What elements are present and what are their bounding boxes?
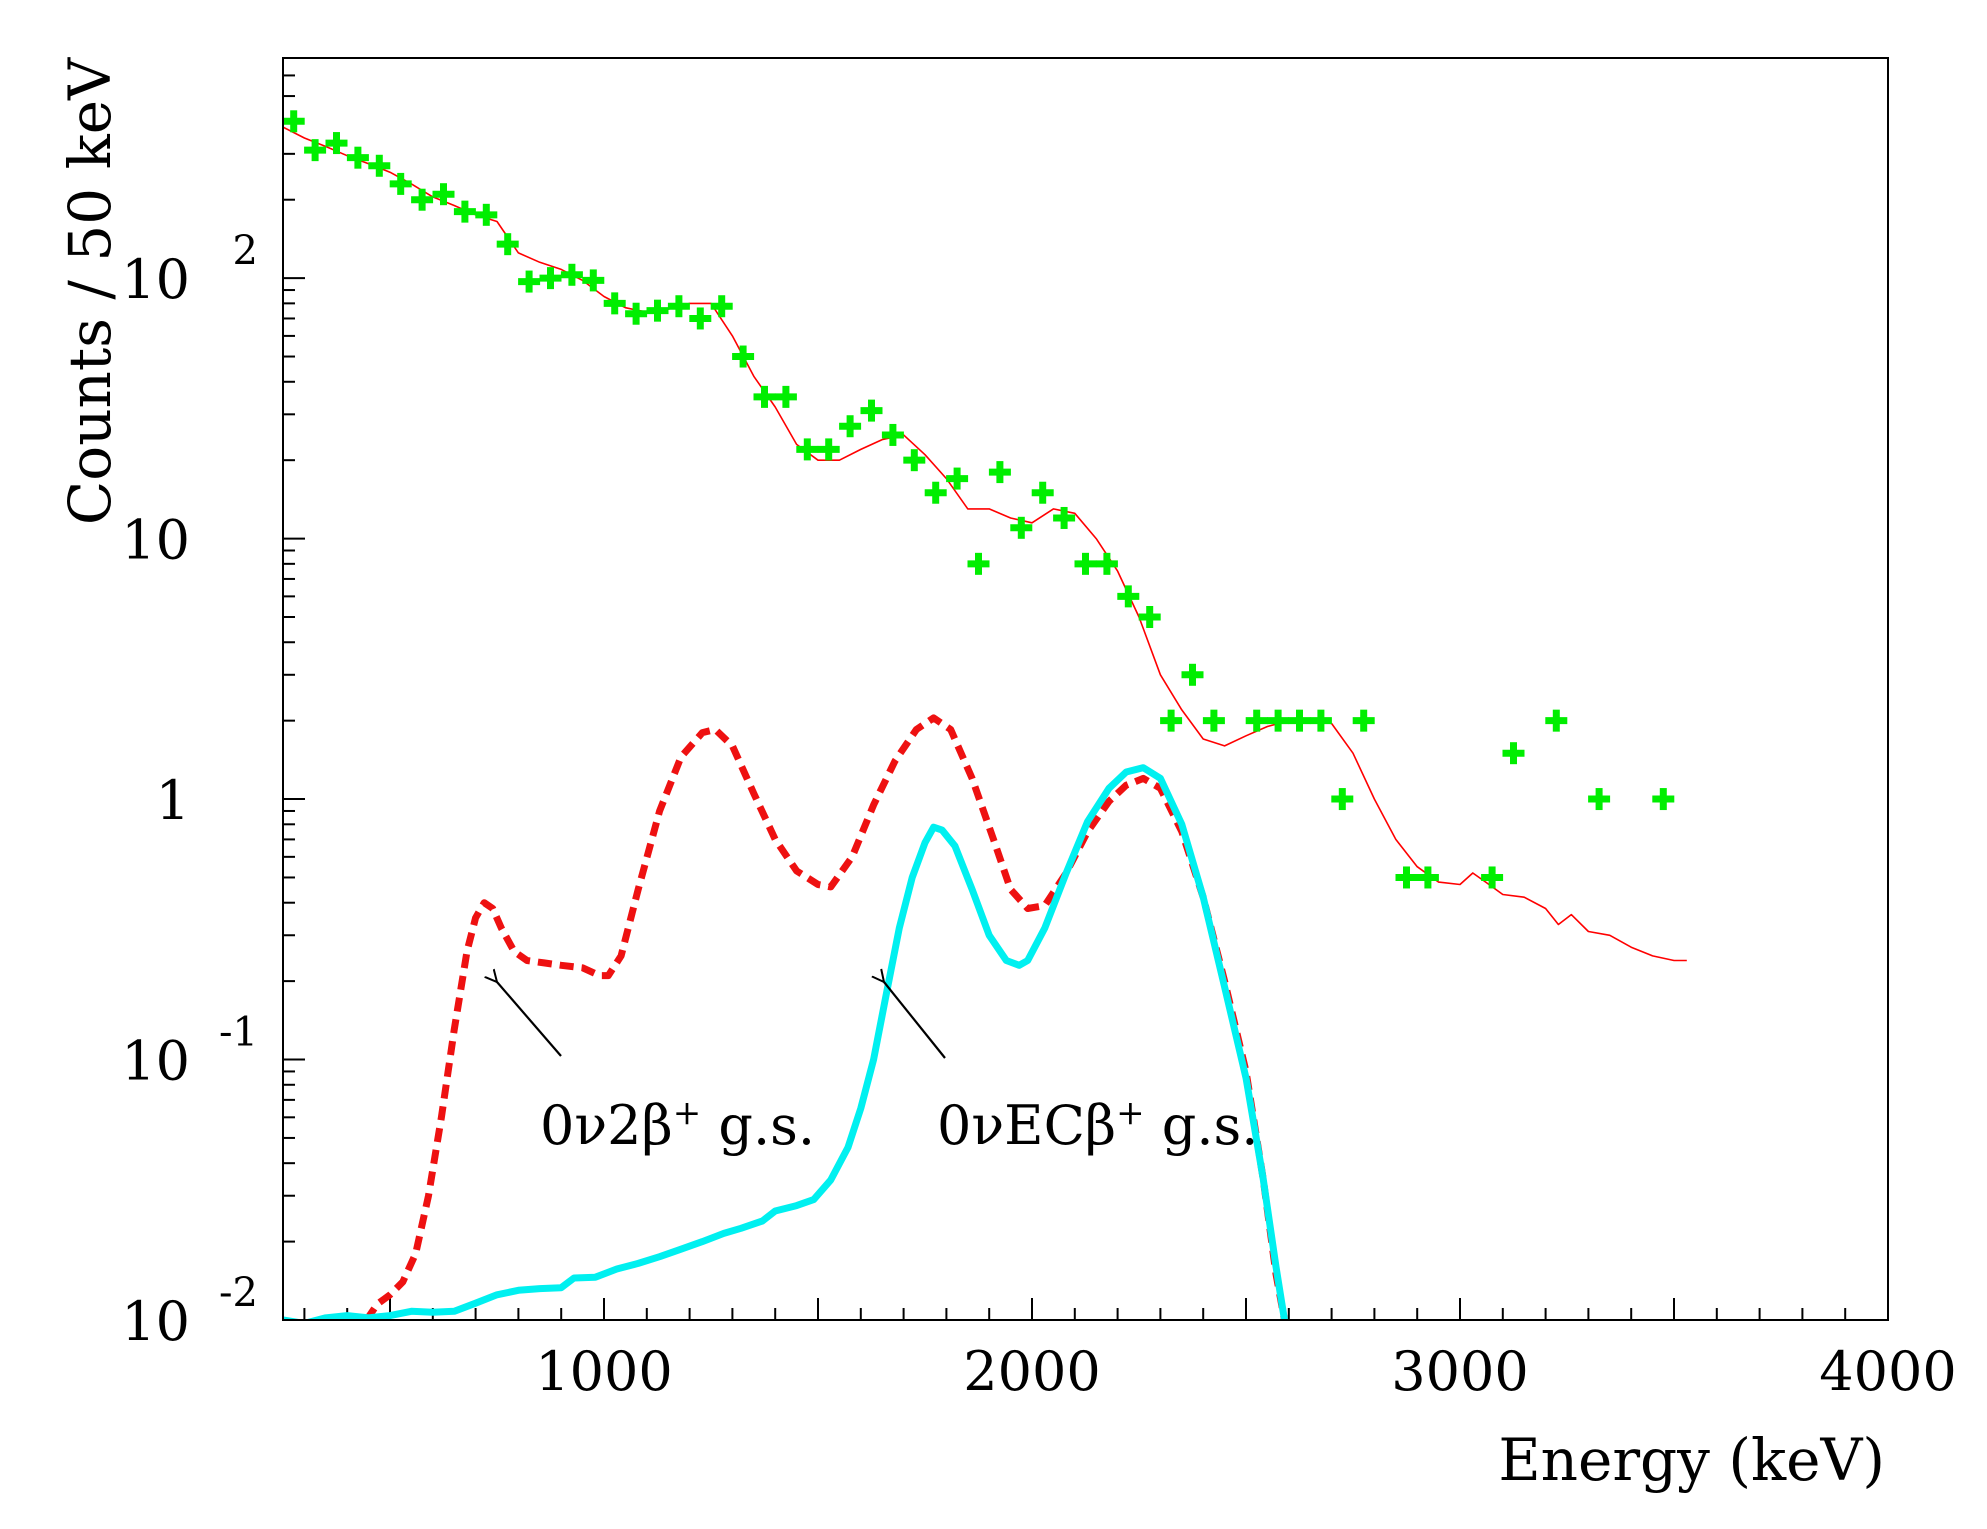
x-tick-label: 3000 — [1391, 1340, 1528, 1403]
data-point — [282, 110, 305, 133]
annotation-label-0vecb: 0νECβ+ g.s. — [937, 1093, 1258, 1157]
data-point — [304, 139, 327, 162]
y-tick-label: 1 — [156, 769, 190, 832]
data-point — [1416, 866, 1439, 889]
data-point — [988, 461, 1011, 484]
data-point — [496, 233, 519, 256]
data-point — [603, 292, 626, 315]
data-point — [839, 415, 862, 438]
y-tick-exponent: 2 — [233, 228, 258, 274]
data-point — [1309, 709, 1332, 732]
data-point — [539, 267, 562, 290]
data-point — [432, 183, 455, 206]
data-point — [967, 552, 990, 575]
series-0v2b-dashed — [363, 714, 1288, 1320]
data-point — [1095, 552, 1118, 575]
data-point — [1074, 552, 1097, 575]
series-layer — [282, 110, 1687, 1320]
data-point — [646, 299, 669, 322]
tick-labels: 1000 2000 3000 4000 10 -2 10 -1 1 10 10 2 — [121, 228, 1956, 1403]
data-point — [389, 172, 412, 195]
data-point — [1053, 506, 1076, 529]
data-point — [518, 270, 541, 293]
data-point — [1288, 709, 1311, 732]
y-tick-label: 10 — [121, 248, 190, 311]
data-point — [1267, 709, 1290, 732]
data-point — [325, 132, 348, 155]
annotation-arrow — [884, 982, 946, 1059]
plot-frame — [282, 57, 1889, 1321]
series-0vecb-solid — [283, 764, 1288, 1320]
y-tick-exponent: -2 — [219, 1270, 258, 1316]
data-point — [1395, 866, 1418, 889]
data-point — [860, 399, 883, 422]
data-point — [453, 200, 476, 223]
data-point — [689, 307, 712, 330]
data-point — [625, 302, 648, 325]
data-point — [1502, 742, 1525, 765]
data-point — [1010, 516, 1033, 539]
y-tick-label: 10 — [121, 1290, 190, 1353]
y-axis-label: Counts / 50 keV — [56, 57, 124, 525]
annotation-arrow — [497, 982, 562, 1057]
data-point — [475, 203, 498, 226]
data-point — [817, 438, 840, 461]
data-point — [753, 385, 776, 408]
data-point — [1481, 866, 1504, 889]
data-point — [924, 481, 947, 504]
x-tick-label: 1000 — [535, 1340, 672, 1403]
data-point — [903, 449, 926, 472]
annotations: 0ν2β+ g.s. 0νECβ+ g.s. — [497, 982, 1258, 1157]
x-tick-label: 4000 — [1819, 1340, 1956, 1403]
data-point — [1352, 709, 1375, 732]
data-point — [1545, 709, 1568, 732]
data-point — [1117, 585, 1140, 608]
x-axis-label: Energy (keV) — [1498, 1426, 1885, 1494]
data-point — [1138, 606, 1161, 629]
data-point — [1331, 788, 1354, 811]
data-point — [1160, 709, 1183, 732]
data-point — [1031, 481, 1054, 504]
data-point — [796, 438, 819, 461]
data-point — [1202, 709, 1225, 732]
x-tick-label: 2000 — [963, 1340, 1100, 1403]
data-point — [732, 345, 755, 368]
data-point — [346, 146, 369, 169]
data-point — [368, 154, 391, 177]
data-point — [1181, 663, 1204, 686]
data-point — [1245, 709, 1268, 732]
data-point — [1588, 788, 1611, 811]
data-point — [667, 295, 690, 318]
annotation-label-0v2b: 0ν2β+ g.s. — [540, 1093, 815, 1157]
y-tick-label: 10 — [121, 509, 190, 572]
data-point — [560, 263, 583, 286]
data-point — [710, 295, 733, 318]
y-tick-exponent: -1 — [219, 1010, 258, 1056]
data-point — [946, 467, 969, 490]
data-point — [881, 423, 904, 446]
y-tick-label: 10 — [121, 1030, 190, 1093]
data-point — [582, 269, 605, 292]
data-point — [1652, 788, 1675, 811]
data-point — [774, 385, 797, 408]
data-point — [411, 188, 434, 211]
